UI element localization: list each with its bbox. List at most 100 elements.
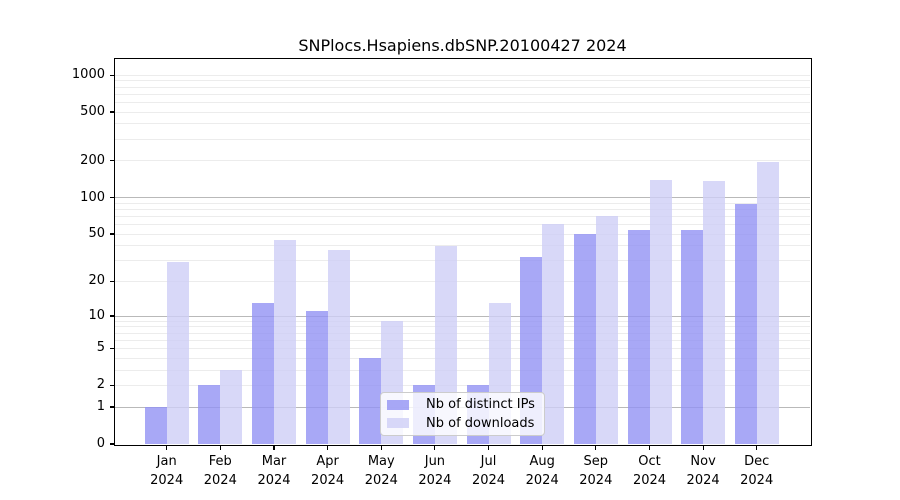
x-tick-label-mar: Mar 2024 <box>257 454 291 488</box>
x-tick-label-dec: Dec 2024 <box>740 454 774 488</box>
bar-downloads-apr <box>327 249 350 444</box>
y-tick-label-5: 5 <box>96 340 105 356</box>
y-tick-mark-1 <box>109 406 114 408</box>
x-tick-mark-may <box>380 445 382 450</box>
bar-downloads-mar <box>274 239 296 444</box>
gridline-90 <box>115 202 810 204</box>
x-tick-mark-nov <box>702 445 704 450</box>
x-tick-label-sep: Sep 2024 <box>579 454 613 488</box>
bar-ips-may <box>359 358 382 444</box>
legend-item-downloads: Nb of downloads <box>387 415 540 432</box>
gridline-70 <box>115 215 810 217</box>
gridline-1000 <box>115 74 810 76</box>
gridline-20 <box>115 280 810 282</box>
x-tick-label-feb: Feb 2024 <box>203 454 237 488</box>
legend: Nb of distinct IPs Nb of downloads <box>380 392 545 436</box>
gridline-2 <box>115 384 810 386</box>
gridline-50 <box>115 233 810 235</box>
bar-downloads-sep <box>595 215 618 444</box>
bar-downloads-oct <box>649 179 672 444</box>
bar-ips-apr <box>305 311 328 444</box>
gridline-800 <box>115 86 810 88</box>
y-tick-label-200: 200 <box>80 152 105 168</box>
legend-swatch-ips <box>387 399 409 410</box>
y-tick-label-1: 1 <box>96 399 105 414</box>
x-tick-mark-jul <box>487 445 490 450</box>
x-tick-mark-sep <box>595 445 597 450</box>
y-tick-mark-20 <box>109 280 114 282</box>
x-tick-label-may: May 2024 <box>364 454 398 488</box>
gridline-4 <box>115 357 810 359</box>
bar-downloads-jan <box>166 262 189 444</box>
bar-downloads-dec <box>756 162 779 444</box>
y-tick-mark-5 <box>109 347 114 349</box>
plot-area <box>113 57 812 446</box>
gridline-200 <box>115 160 810 162</box>
y-tick-label-2: 2 <box>96 377 105 393</box>
bar-ips-oct <box>627 230 650 444</box>
legend-label-ips: Nb of distinct IPs <box>426 397 535 413</box>
bar-downloads-aug <box>542 223 565 444</box>
bar-ips-mar <box>252 303 274 444</box>
gridline-900 <box>115 80 810 82</box>
bar-downloads-nov <box>703 180 726 444</box>
gridline-60 <box>115 224 810 225</box>
gridline-500 <box>115 111 810 113</box>
y-tick-label-10: 10 <box>88 308 105 323</box>
y-tick-mark-0 <box>109 443 114 445</box>
x-tick-label-aug: Aug 2024 <box>525 454 559 488</box>
gridline-10 <box>115 315 810 317</box>
y-tick-label-1000: 1000 <box>71 67 105 83</box>
bar-ips-nov <box>681 230 704 444</box>
y-tick-mark-2 <box>109 384 114 386</box>
gridline-700 <box>115 93 810 95</box>
y-tick-mark-200 <box>109 160 114 162</box>
chart-title: SNPlocs.Hsapiens.dbSNP.20100427 2024 <box>298 36 627 55</box>
legend-label-downloads: Nb of downloads <box>426 415 535 431</box>
x-tick-mark-mar <box>273 445 275 450</box>
bar-ips-feb <box>198 385 221 444</box>
gridline-3 <box>115 369 810 371</box>
y-tick-mark-10 <box>109 315 114 317</box>
gridline-40 <box>115 245 810 247</box>
x-tick-label-jan: Jan 2024 <box>150 454 184 488</box>
x-tick-mark-jan <box>166 445 168 450</box>
x-tick-label-apr: Apr 2024 <box>311 454 345 488</box>
bar-ips-sep <box>573 234 596 444</box>
y-tick-label-100: 100 <box>80 189 105 205</box>
gridline-400 <box>115 123 810 125</box>
gridline-9 <box>115 320 810 322</box>
bar-downloads-feb <box>220 370 243 444</box>
gridline-100 <box>115 197 810 199</box>
y-tick-mark-50 <box>109 233 114 235</box>
x-tick-label-jun: Jun 2024 <box>418 454 452 488</box>
bar-ips-jan <box>144 407 167 444</box>
x-tick-label-nov: Nov 2024 <box>686 454 720 488</box>
legend-swatch-downloads <box>387 418 409 429</box>
x-tick-mark-aug <box>541 445 543 450</box>
gridline-7 <box>115 332 810 334</box>
gridline-5 <box>115 347 810 349</box>
x-tick-mark-dec <box>756 445 758 450</box>
gridline-300 <box>115 138 810 140</box>
y-tick-mark-100 <box>109 197 114 199</box>
gridline-30 <box>115 260 810 262</box>
x-tick-mark-apr <box>327 445 329 450</box>
x-tick-label-oct: Oct 2024 <box>632 454 667 488</box>
y-tick-label-500: 500 <box>80 104 105 119</box>
x-tick-mark-oct <box>648 445 651 450</box>
y-tick-mark-1000 <box>109 74 114 76</box>
x-tick-mark-jun <box>434 445 436 450</box>
legend-item-distinct-ips: Nb of distinct IPs <box>387 396 540 413</box>
gridline-80 <box>115 208 810 210</box>
y-tick-label-20: 20 <box>88 273 105 289</box>
gridline-6 <box>115 339 810 341</box>
gridline-600 <box>115 101 810 103</box>
y-tick-label-0: 0 <box>96 436 105 451</box>
x-tick-mark-feb <box>219 445 221 450</box>
y-tick-mark-500 <box>109 111 114 113</box>
y-tick-label-50: 50 <box>88 226 105 241</box>
gridline-8 <box>115 326 810 328</box>
x-tick-label-jul: Jul 2024 <box>471 454 506 488</box>
